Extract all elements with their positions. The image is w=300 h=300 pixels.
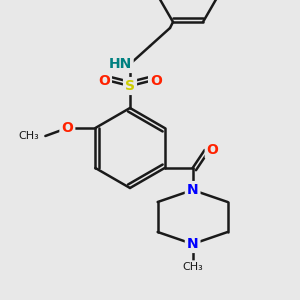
Text: O: O [150, 74, 162, 88]
Text: CH₃: CH₃ [182, 262, 203, 272]
Text: HN: HN [108, 57, 132, 71]
Text: CH₃: CH₃ [19, 131, 39, 141]
Text: O: O [61, 121, 73, 135]
Text: N: N [187, 183, 199, 197]
Text: N: N [187, 237, 199, 251]
Text: O: O [98, 74, 110, 88]
Text: S: S [125, 79, 135, 93]
Text: O: O [207, 143, 219, 157]
